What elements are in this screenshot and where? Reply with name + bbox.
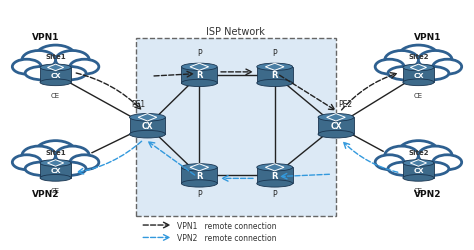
Text: P: P bbox=[197, 48, 201, 57]
Text: Site1: Site1 bbox=[45, 149, 66, 155]
Text: CX: CX bbox=[142, 122, 153, 131]
Text: R: R bbox=[272, 71, 278, 80]
Ellipse shape bbox=[257, 64, 292, 71]
Ellipse shape bbox=[433, 155, 462, 170]
Ellipse shape bbox=[388, 162, 427, 176]
Ellipse shape bbox=[403, 175, 434, 182]
Ellipse shape bbox=[25, 67, 64, 81]
Ellipse shape bbox=[257, 164, 292, 171]
FancyBboxPatch shape bbox=[136, 38, 336, 216]
Ellipse shape bbox=[40, 160, 71, 167]
Ellipse shape bbox=[129, 131, 165, 138]
Ellipse shape bbox=[433, 60, 462, 75]
Text: ISP Network: ISP Network bbox=[206, 27, 265, 37]
Ellipse shape bbox=[36, 141, 76, 163]
Text: VPN1: VPN1 bbox=[414, 33, 442, 42]
Ellipse shape bbox=[40, 175, 71, 182]
Text: Site2: Site2 bbox=[408, 54, 428, 60]
Text: P: P bbox=[273, 189, 277, 198]
Ellipse shape bbox=[182, 80, 217, 87]
Text: Site1: Site1 bbox=[45, 54, 66, 60]
Text: CE: CE bbox=[51, 92, 60, 98]
Text: CX: CX bbox=[413, 168, 424, 174]
Ellipse shape bbox=[12, 60, 41, 75]
Ellipse shape bbox=[182, 164, 217, 171]
Ellipse shape bbox=[257, 80, 292, 87]
Text: CE: CE bbox=[414, 92, 423, 98]
Bar bbox=[318, 118, 354, 135]
Ellipse shape bbox=[55, 146, 89, 165]
Ellipse shape bbox=[22, 51, 55, 70]
Text: CX: CX bbox=[50, 168, 61, 174]
Ellipse shape bbox=[398, 46, 438, 68]
Ellipse shape bbox=[419, 146, 452, 165]
Ellipse shape bbox=[385, 146, 419, 165]
Ellipse shape bbox=[70, 60, 99, 75]
Text: PE2: PE2 bbox=[338, 100, 353, 108]
Ellipse shape bbox=[403, 65, 434, 71]
Text: VPN2: VPN2 bbox=[414, 190, 442, 199]
Ellipse shape bbox=[55, 51, 89, 70]
Ellipse shape bbox=[47, 67, 86, 81]
Text: P: P bbox=[197, 189, 201, 198]
Text: VPN1   remote connection: VPN1 remote connection bbox=[177, 221, 277, 230]
Ellipse shape bbox=[398, 141, 438, 163]
Text: CX: CX bbox=[330, 122, 342, 131]
Ellipse shape bbox=[40, 65, 71, 71]
Ellipse shape bbox=[22, 146, 55, 165]
Ellipse shape bbox=[129, 114, 165, 122]
Ellipse shape bbox=[47, 162, 86, 176]
Polygon shape bbox=[18, 46, 94, 83]
Ellipse shape bbox=[12, 155, 41, 170]
Bar bbox=[40, 163, 71, 178]
Ellipse shape bbox=[182, 64, 217, 71]
Polygon shape bbox=[381, 141, 456, 178]
Ellipse shape bbox=[318, 131, 354, 138]
Bar bbox=[403, 163, 434, 178]
Text: PE1: PE1 bbox=[131, 100, 145, 108]
Ellipse shape bbox=[375, 155, 404, 170]
Bar bbox=[403, 68, 434, 83]
Text: R: R bbox=[272, 171, 278, 180]
Text: CE: CE bbox=[51, 188, 60, 194]
Ellipse shape bbox=[410, 67, 449, 81]
Ellipse shape bbox=[388, 67, 427, 81]
Polygon shape bbox=[18, 141, 94, 178]
Ellipse shape bbox=[385, 51, 419, 70]
Text: CX: CX bbox=[413, 72, 424, 78]
Ellipse shape bbox=[403, 80, 434, 86]
Text: VPN2   remote connection: VPN2 remote connection bbox=[177, 233, 277, 242]
Ellipse shape bbox=[36, 46, 76, 68]
Ellipse shape bbox=[40, 80, 71, 86]
Ellipse shape bbox=[257, 180, 292, 187]
Bar bbox=[40, 68, 71, 83]
Text: Site2: Site2 bbox=[408, 149, 428, 155]
Bar bbox=[257, 68, 292, 84]
Ellipse shape bbox=[403, 160, 434, 167]
Ellipse shape bbox=[70, 155, 99, 170]
Ellipse shape bbox=[410, 162, 449, 176]
Text: P: P bbox=[273, 48, 277, 57]
Text: R: R bbox=[196, 71, 202, 80]
Ellipse shape bbox=[25, 162, 64, 176]
Ellipse shape bbox=[182, 180, 217, 187]
Text: CE: CE bbox=[414, 188, 423, 194]
Text: CX: CX bbox=[50, 72, 61, 78]
Ellipse shape bbox=[318, 114, 354, 122]
Text: R: R bbox=[196, 171, 202, 180]
Text: VPN2: VPN2 bbox=[32, 190, 60, 199]
Bar bbox=[182, 168, 217, 184]
Ellipse shape bbox=[375, 60, 404, 75]
Polygon shape bbox=[381, 46, 456, 83]
Ellipse shape bbox=[419, 51, 452, 70]
Bar bbox=[182, 68, 217, 84]
Text: VPN1: VPN1 bbox=[32, 33, 60, 42]
Bar bbox=[257, 168, 292, 184]
Bar bbox=[129, 118, 165, 135]
